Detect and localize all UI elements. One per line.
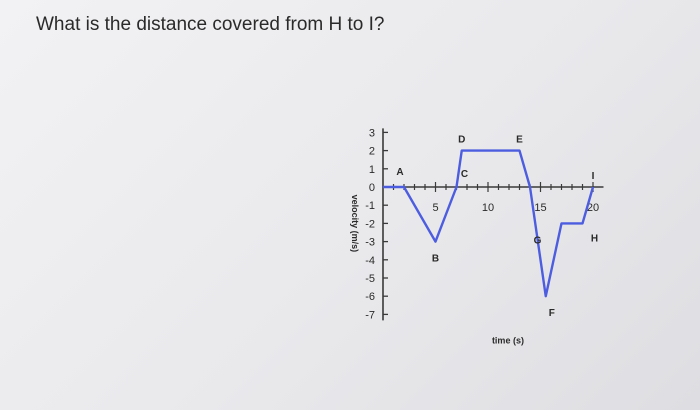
point-label: H bbox=[591, 233, 598, 244]
point-label: F bbox=[549, 308, 555, 319]
y-tick-label: 0 bbox=[369, 182, 375, 194]
point-label: D bbox=[458, 135, 465, 146]
point-label: I bbox=[592, 171, 595, 182]
y-tick-label: -4 bbox=[365, 255, 375, 267]
point-label: G bbox=[534, 235, 542, 246]
y-tick-label: -3 bbox=[365, 237, 375, 249]
y-tick-label: -7 bbox=[365, 309, 375, 321]
point-label: A bbox=[396, 167, 403, 178]
y-tick-label: -2 bbox=[365, 218, 375, 230]
x-tick-label: 10 bbox=[482, 202, 494, 214]
question-text: What is the distance covered from H to I… bbox=[36, 14, 385, 35]
y-tick-label: 1 bbox=[369, 164, 375, 176]
y-tick-label: -6 bbox=[365, 291, 375, 303]
point-label: E bbox=[516, 135, 523, 146]
y-tick-label: 2 bbox=[369, 146, 375, 158]
velocity-series-line bbox=[383, 149, 595, 298]
y-tick-label: -1 bbox=[365, 200, 375, 212]
y-axis-title: velocity (m/s) bbox=[350, 195, 360, 253]
point-label: C bbox=[461, 169, 468, 180]
y-tick-label: 3 bbox=[369, 127, 375, 139]
x-tick-label: 20 bbox=[587, 202, 599, 214]
point-label: B bbox=[432, 254, 439, 265]
y-tick-label: -5 bbox=[365, 273, 375, 285]
x-axis-title: time (s) bbox=[492, 336, 524, 346]
x-tick-label: 15 bbox=[534, 202, 546, 214]
x-tick-label: 5 bbox=[432, 202, 438, 214]
